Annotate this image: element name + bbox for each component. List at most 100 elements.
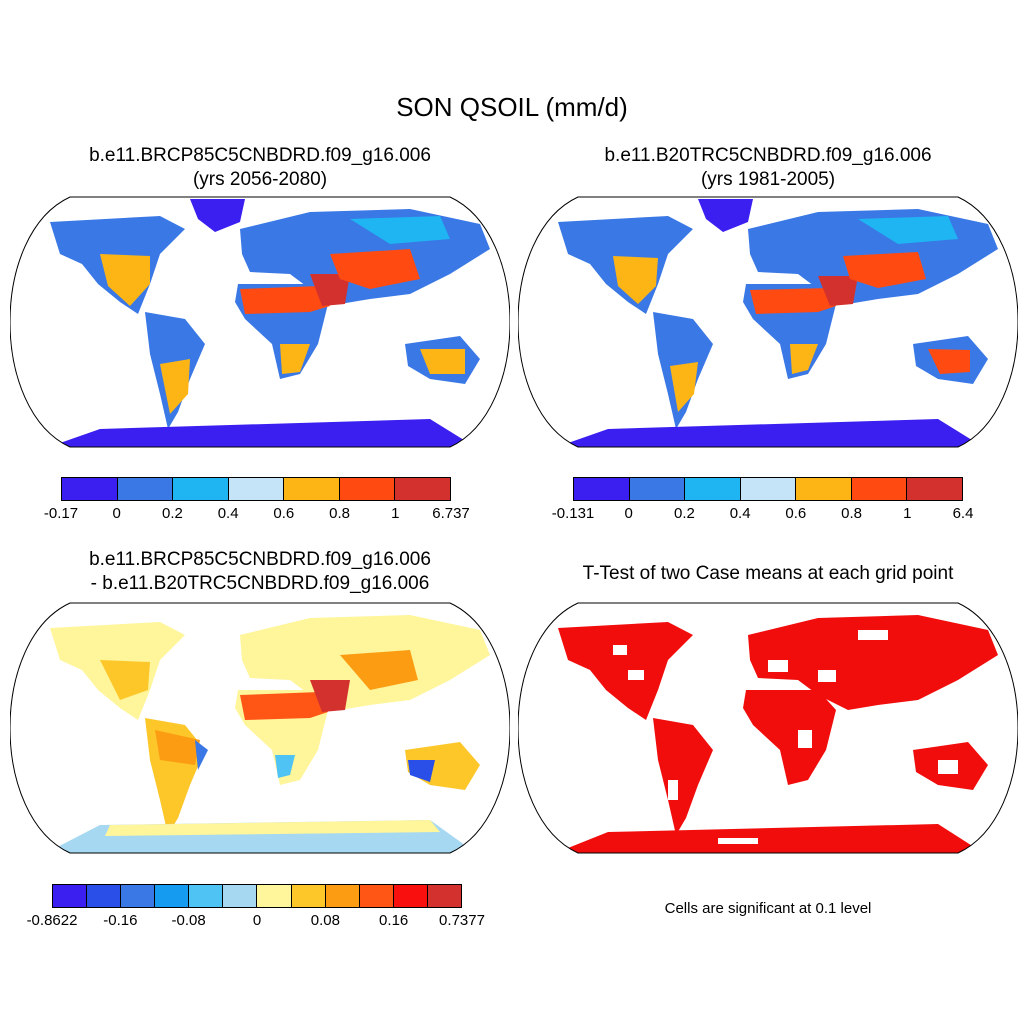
colorbar-swatch bbox=[796, 478, 852, 500]
colorbar-label: -0.8622 bbox=[26, 912, 78, 929]
gap-3 bbox=[798, 730, 812, 748]
colorbar-swatch bbox=[228, 478, 285, 500]
colorbar-swatch bbox=[189, 885, 224, 907]
colorbar-label: 6.737 bbox=[432, 505, 470, 522]
colorbar-swatch bbox=[740, 478, 797, 500]
colorbar-swatch bbox=[574, 478, 630, 500]
panel2-colorbar bbox=[573, 477, 963, 501]
colorbar-swatch bbox=[173, 478, 229, 500]
colorbar-swatch bbox=[291, 885, 326, 907]
figure-title: SON QSOIL (mm/d) bbox=[396, 92, 628, 122]
panel1-years-title: (yrs 2056-2080) bbox=[192, 169, 328, 190]
colorbar-label: 0 bbox=[112, 505, 121, 522]
panel3-case-title: b.e11.BRCP85C5CNBDRD.f09_g16.006 bbox=[89, 549, 431, 570]
south-america bbox=[653, 718, 713, 835]
usa-warm bbox=[100, 254, 150, 306]
panel3-colorbar bbox=[52, 884, 462, 908]
gap-1 bbox=[613, 645, 627, 655]
colorbar-label: 0 bbox=[252, 912, 262, 929]
colorbar-label: -0.17 bbox=[43, 505, 79, 522]
panel2-years-title: (yrs 1981-2005) bbox=[700, 169, 836, 190]
arabia-diff bbox=[310, 680, 350, 712]
africa-warm bbox=[280, 344, 310, 374]
colorbar-swatch bbox=[393, 885, 428, 907]
australia-warm bbox=[928, 349, 970, 374]
panel4-map bbox=[518, 602, 1018, 854]
south-america-warm bbox=[670, 362, 698, 412]
colorbar-swatch bbox=[257, 885, 292, 907]
gap-9 bbox=[718, 838, 758, 844]
usa-diff bbox=[100, 660, 150, 700]
colorbar-label: 1 bbox=[391, 505, 400, 522]
panel4-note: Cells are significant at 0.1 level bbox=[664, 900, 872, 917]
colorbar-label: 0.4 bbox=[729, 505, 751, 522]
brazil-cool bbox=[195, 740, 208, 770]
greenland bbox=[190, 605, 245, 638]
panel3-colorbar-labels: -0.8622 -0.16 -0.08 0 0.08 0.16 0.7377 bbox=[27, 912, 485, 932]
colorbar-swatch bbox=[339, 478, 396, 500]
colorbar-label: 6.4 bbox=[952, 505, 974, 522]
arabia-warm bbox=[818, 276, 858, 306]
panel3-minus-title: - b.e11.B20TRC5CNBDRD.f09_g16.006 bbox=[90, 573, 430, 594]
africa-warm bbox=[790, 344, 818, 374]
colorbar-swatch bbox=[155, 885, 190, 907]
eurasia bbox=[748, 615, 998, 710]
colorbar-swatch bbox=[395, 478, 451, 500]
colorbar-label: 0.2 bbox=[161, 505, 183, 522]
south-america-warm bbox=[160, 359, 190, 414]
colorbar-swatch bbox=[223, 885, 258, 907]
gap-7 bbox=[818, 670, 836, 682]
panel3-map bbox=[10, 602, 510, 854]
colorbar-swatch bbox=[53, 885, 88, 907]
sahara-warm bbox=[750, 288, 836, 314]
sahara-diff bbox=[240, 692, 328, 720]
colorbar-label: 0.6 bbox=[785, 505, 807, 522]
colorbar-label: 1 bbox=[903, 505, 912, 522]
usa-warm bbox=[613, 256, 658, 304]
antarctica bbox=[548, 824, 988, 853]
amazon-diff bbox=[155, 730, 200, 765]
colorbar-label: -0.08 bbox=[171, 912, 206, 929]
antarctica bbox=[40, 419, 480, 447]
central-asia-warm bbox=[843, 252, 926, 288]
gap-2 bbox=[768, 660, 788, 672]
colorbar-label: 0.6 bbox=[273, 505, 295, 522]
colorbar-label: -0.16 bbox=[103, 912, 138, 929]
colorbar-swatch bbox=[851, 478, 908, 500]
colorbar-swatch bbox=[62, 478, 118, 500]
colorbar-swatch bbox=[629, 478, 686, 500]
panel2-case-title: b.e11.B20TRC5CNBDRD.f09_g16.006 bbox=[604, 145, 932, 166]
colorbar-label: 0 bbox=[624, 505, 633, 522]
colorbar-swatch bbox=[427, 885, 461, 907]
north-america bbox=[558, 622, 693, 720]
siberia-light bbox=[350, 216, 450, 244]
greenland bbox=[698, 199, 753, 232]
colorbar-label: 0.7377 bbox=[439, 912, 485, 929]
central-asia-diff bbox=[340, 650, 418, 690]
colorbar-swatch bbox=[117, 478, 174, 500]
gap-6 bbox=[858, 630, 888, 640]
colorbar-label: 0.8 bbox=[841, 505, 862, 522]
colorbar-swatch bbox=[121, 885, 156, 907]
colorbar-label: 0.4 bbox=[217, 505, 239, 522]
siberia-light bbox=[858, 216, 958, 244]
antarctica bbox=[548, 419, 988, 447]
gap-4 bbox=[668, 780, 678, 800]
panel1-colorbar-labels: -0.17 0 0.2 0.4 0.6 0.8 1 6.737 bbox=[44, 505, 470, 525]
panel2-colorbar-labels: -0.131 0 0.2 0.4 0.6 0.8 1 6.4 bbox=[552, 505, 974, 525]
australia-warm bbox=[420, 349, 465, 374]
colorbar-label: 0.08 bbox=[310, 912, 340, 929]
panel1-map bbox=[10, 196, 510, 448]
panel1-colorbar bbox=[61, 477, 451, 501]
colorbar-label: 0.8 bbox=[329, 505, 350, 522]
colorbar-swatch bbox=[325, 885, 360, 907]
colorbar-swatch bbox=[87, 885, 122, 907]
colorbar-swatch bbox=[359, 885, 394, 907]
greenland bbox=[190, 199, 245, 232]
colorbar-label: -0.131 bbox=[551, 505, 595, 522]
colorbar-label: 0.16 bbox=[379, 912, 409, 929]
gap-5 bbox=[938, 760, 958, 774]
colorbar-swatch bbox=[907, 478, 963, 500]
australia-cool bbox=[408, 760, 435, 782]
arabia-warm bbox=[310, 274, 350, 306]
